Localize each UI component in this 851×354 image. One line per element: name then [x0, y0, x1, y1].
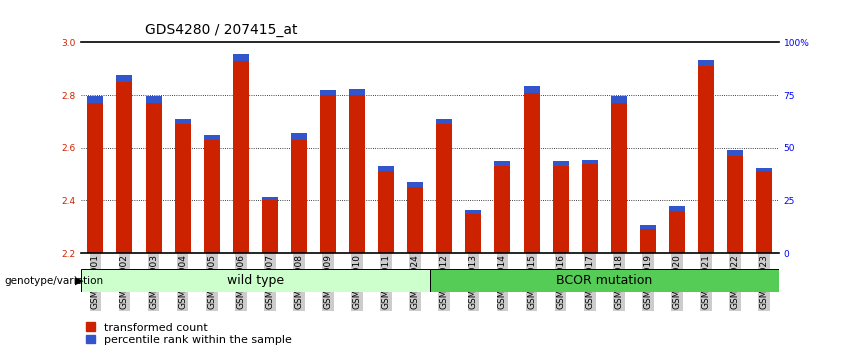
Bar — [291, 133, 307, 140]
Bar — [669, 211, 685, 253]
Legend: transformed count, percentile rank within the sample: transformed count, percentile rank withi… — [87, 322, 292, 345]
Bar — [88, 96, 103, 103]
Bar — [146, 103, 162, 253]
Bar — [233, 54, 248, 61]
Bar — [465, 213, 482, 253]
Bar — [640, 229, 656, 253]
Bar — [408, 182, 423, 187]
Bar — [320, 95, 336, 253]
Bar — [611, 103, 626, 253]
Bar — [203, 140, 220, 253]
Bar — [611, 96, 626, 103]
Bar — [494, 161, 511, 166]
Bar — [523, 86, 540, 92]
Bar — [494, 166, 511, 253]
Bar — [233, 61, 248, 253]
Bar — [88, 103, 103, 253]
Bar — [523, 92, 540, 253]
Text: GDS4280 / 207415_at: GDS4280 / 207415_at — [145, 23, 297, 37]
Bar — [378, 166, 394, 171]
Bar — [378, 171, 394, 253]
Bar — [727, 150, 743, 156]
Bar — [757, 171, 772, 253]
Text: ▶: ▶ — [75, 276, 83, 286]
Bar — [174, 119, 191, 124]
Bar — [582, 160, 597, 164]
Bar — [291, 140, 307, 253]
Bar — [640, 225, 656, 229]
Bar — [437, 119, 452, 124]
Bar — [465, 210, 482, 213]
Bar — [698, 66, 714, 253]
Bar — [81, 269, 430, 292]
Bar — [552, 161, 568, 166]
Bar — [757, 167, 772, 171]
Bar — [203, 135, 220, 140]
Text: BCOR mutation: BCOR mutation — [556, 274, 653, 287]
Bar — [582, 164, 597, 253]
Bar — [437, 124, 452, 253]
Bar — [727, 156, 743, 253]
Bar — [174, 124, 191, 253]
Bar — [262, 196, 277, 200]
Text: wild type: wild type — [226, 274, 284, 287]
Bar — [117, 82, 133, 253]
Bar — [320, 90, 336, 95]
Bar — [349, 95, 365, 253]
Bar — [408, 187, 423, 253]
Bar — [552, 166, 568, 253]
Bar — [349, 88, 365, 95]
Bar — [669, 206, 685, 211]
Bar — [262, 200, 277, 253]
Text: genotype/variation: genotype/variation — [4, 276, 103, 286]
Bar — [146, 96, 162, 103]
Bar — [430, 269, 779, 292]
Bar — [117, 75, 133, 82]
Bar — [698, 59, 714, 66]
